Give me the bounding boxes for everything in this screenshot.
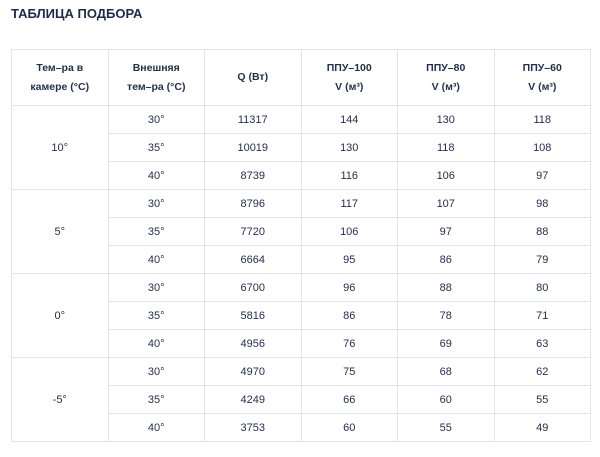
table-cell: 30° (107, 189, 205, 218)
table-cell: 55 (493, 385, 591, 414)
column-header: Q (Вт) (204, 49, 302, 106)
header-line: Q (Вт) (237, 71, 269, 83)
table-cell: 63 (493, 329, 591, 358)
table-row: 35° 7720 106 97 88 (12, 217, 591, 246)
column-header: ППУ–100 V (м³) (300, 49, 398, 106)
table-cell: 97 (397, 217, 495, 246)
column-header: Тем–ра в камере (°C) (11, 49, 109, 106)
header-line: тем–ра (°C) (127, 80, 186, 93)
table-cell: 40° (107, 245, 205, 274)
table-cell: 106 (397, 161, 495, 190)
table-cell: 76 (300, 329, 398, 358)
column-header: Внешняя тем–ра (°C) (107, 49, 205, 106)
table-cell: 78 (397, 301, 495, 330)
table-cell: 55 (397, 413, 495, 442)
table-cell: 118 (493, 105, 591, 134)
table-cell: 60 (397, 385, 495, 414)
header-line: Внешняя (132, 61, 180, 74)
header-line: ППУ–60 (522, 61, 562, 74)
table-cell: 62 (493, 357, 591, 386)
table-cell: 117 (300, 189, 398, 218)
table-row: 40° 6664 95 86 79 (12, 245, 591, 274)
table-cell: 35° (107, 133, 205, 162)
table-cell: 4970 (204, 357, 302, 386)
table-cell: 130 (397, 105, 495, 134)
table-row: -5° 30° 4970 75 68 62 (11, 357, 591, 442)
table-cell: 40° (107, 413, 205, 442)
header-line: V (м³) (431, 80, 460, 93)
header-line: V (м³) (335, 80, 364, 93)
header-line: V (м³) (528, 80, 557, 93)
table-cell: 8739 (204, 161, 302, 190)
table-row: 10° 30° 11317 144 130 118 (11, 105, 591, 190)
table-cell: 4249 (204, 385, 302, 414)
table-row: 40° 8739 116 106 97 (12, 161, 591, 190)
table-cell: 10019 (204, 133, 302, 162)
table-cell: 98 (493, 189, 591, 218)
table-cell: 108 (493, 133, 591, 162)
table-cell: 86 (300, 301, 398, 330)
table-cell: 144 (300, 105, 398, 134)
table-cell: 69 (397, 329, 495, 358)
chamber-temp-cell: 5° (11, 189, 109, 274)
table-cell: 7720 (204, 217, 302, 246)
header-line: Тем–ра в (36, 61, 84, 74)
table-cell: 40° (107, 161, 205, 190)
table-cell: 6664 (204, 245, 302, 274)
table-cell: 11317 (204, 105, 302, 134)
table-cell: 49 (493, 413, 591, 442)
table-row: 0° 30° 6700 96 88 80 (11, 273, 591, 358)
column-header: ППУ–60 V (м³) (493, 49, 591, 106)
table-cell: 95 (300, 245, 398, 274)
table-cell: 68 (397, 357, 495, 386)
table-row: 5° 30° 8796 117 107 98 (11, 189, 591, 274)
table-cell: 35° (107, 385, 205, 414)
table-cell: 6700 (204, 273, 302, 302)
table-cell: 3753 (204, 413, 302, 442)
table-cell: 106 (300, 217, 398, 246)
table-cell: 4956 (204, 329, 302, 358)
header-line: камере (°C) (30, 80, 90, 93)
table-cell: 30° (107, 273, 205, 302)
chamber-temp-cell: -5° (11, 357, 109, 442)
table-cell: 40° (107, 329, 205, 358)
chamber-temp-cell: 0° (11, 273, 109, 358)
table-row: 35° 5816 86 78 71 (12, 301, 591, 330)
table-row: 40° 3753 60 55 49 (12, 413, 591, 442)
table-cell: 116 (300, 161, 398, 190)
table-row: 40° 4956 76 69 63 (12, 329, 591, 358)
table-cell: 5816 (204, 301, 302, 330)
table-row: 35° 10019 130 118 108 (12, 133, 591, 162)
table-cell: 35° (107, 301, 205, 330)
table-cell: 79 (493, 245, 591, 274)
table-cell: 66 (300, 385, 398, 414)
table-cell: 35° (107, 217, 205, 246)
table-cell: 96 (300, 273, 398, 302)
header-line: ППУ–100 (326, 61, 372, 74)
header-line: ППУ–80 (426, 61, 466, 74)
table-cell: 118 (397, 133, 495, 162)
table-cell: 88 (397, 273, 495, 302)
chamber-temp-cell: 10° (11, 105, 109, 190)
table-cell: 60 (300, 413, 398, 442)
table-cell: 30° (107, 357, 205, 386)
table-cell: 97 (493, 161, 591, 190)
table-cell: 88 (493, 217, 591, 246)
table-cell: 86 (397, 245, 495, 274)
table-cell: 80 (493, 273, 591, 302)
table-cell: 75 (300, 357, 398, 386)
table-cell: 130 (300, 133, 398, 162)
table-cell: 107 (397, 189, 495, 218)
table-cell: 71 (493, 301, 591, 330)
page-title: ТАБЛИЦА ПОДБОРА (11, 6, 143, 21)
column-header: ППУ–80 V (м³) (397, 49, 495, 106)
table-cell: 8796 (204, 189, 302, 218)
selection-table: Тем–ра в камере (°C) Внешняя тем–ра (°C) Q (… (11, 49, 591, 442)
table-cell: 30° (107, 105, 205, 134)
